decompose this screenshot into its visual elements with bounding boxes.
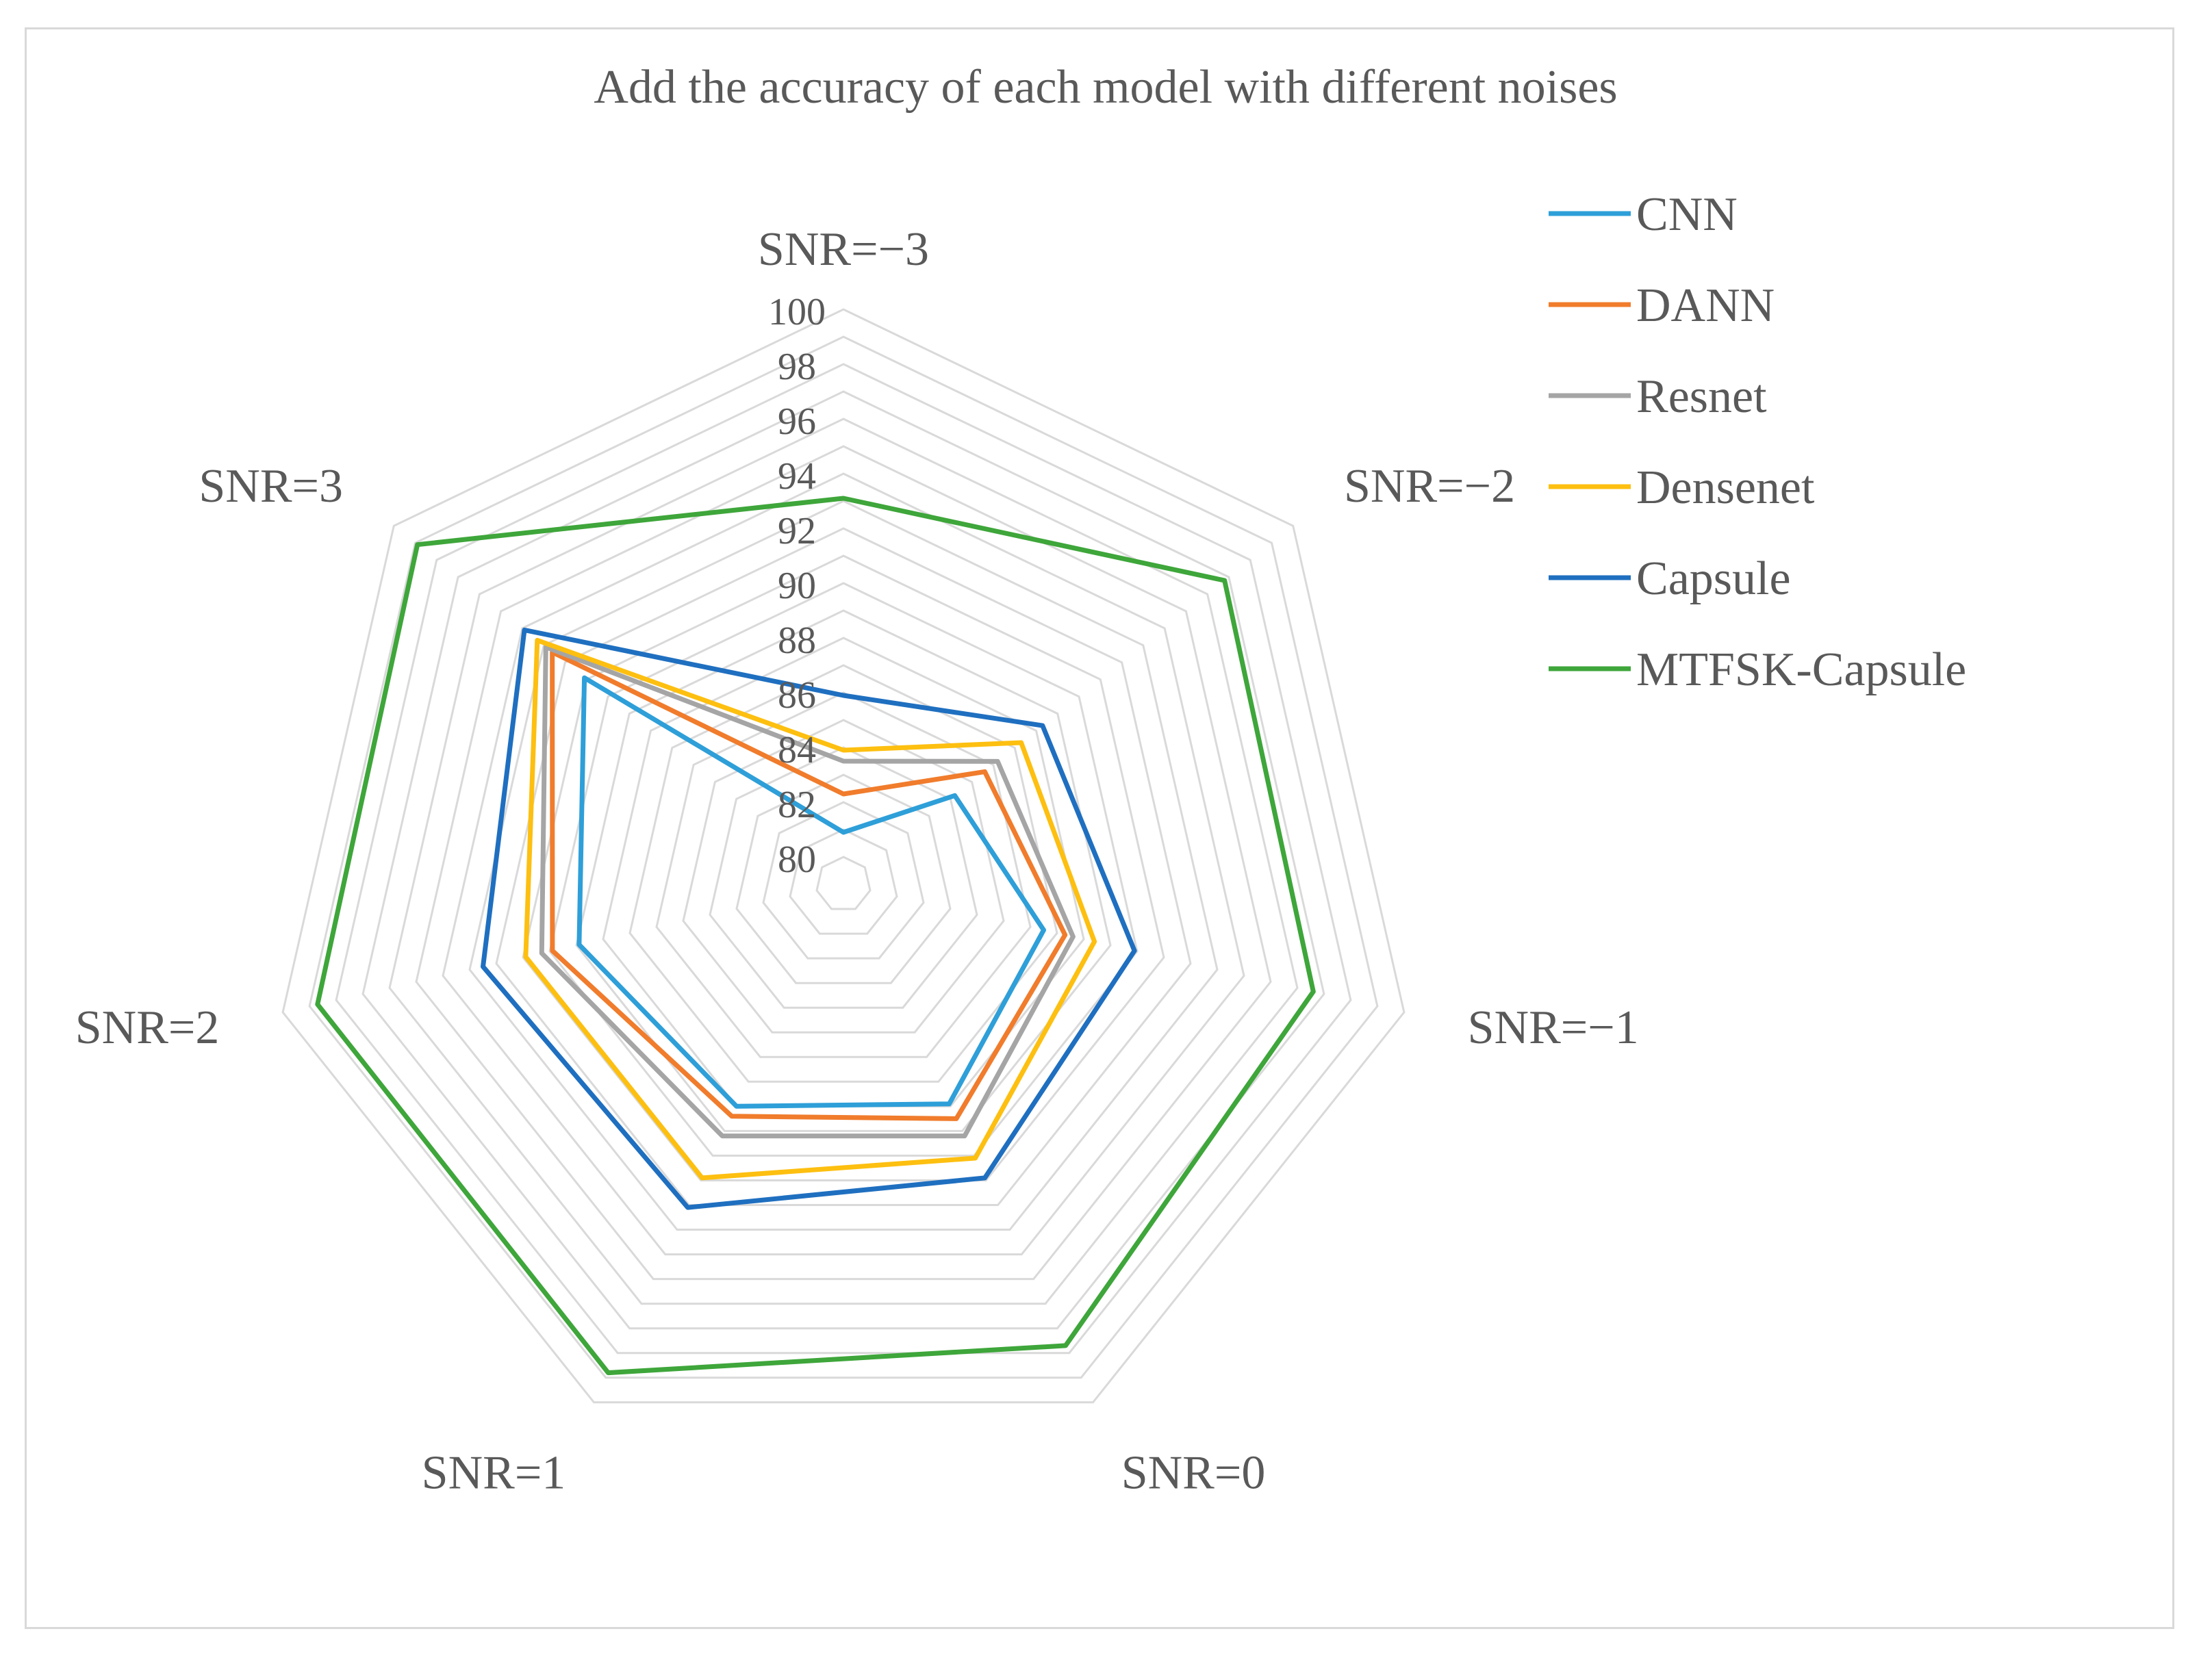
- category-label: SNR=0: [1121, 1446, 1266, 1499]
- chart-frame: [25, 27, 2174, 1629]
- legend-label: MTFSK-Capsule: [1636, 643, 1966, 696]
- grid-ring: [281, 308, 1406, 1404]
- grid-ring: [628, 664, 1058, 1083]
- grid-ring: [522, 554, 1165, 1181]
- tick-label: 94: [778, 455, 816, 498]
- legend-label: Capsule: [1636, 552, 1791, 605]
- grid-ring: [655, 691, 1032, 1058]
- grid-ring: [602, 637, 1085, 1107]
- tick-label: 90: [778, 565, 816, 607]
- category-label: SNR=1: [422, 1446, 566, 1499]
- grid-ring: [762, 801, 925, 960]
- series-dann: [550, 650, 1068, 1121]
- category-label: SNR=−1: [1468, 1001, 1639, 1054]
- tick-label: 86: [778, 674, 816, 717]
- category-label: SNR=3: [199, 460, 343, 513]
- grid-ring: [442, 472, 1245, 1256]
- series-densenet: [523, 637, 1097, 1181]
- series-mtfsk-capsule: [315, 496, 1316, 1376]
- grid-ring: [548, 582, 1139, 1157]
- category-label: SNR=−3: [758, 223, 929, 276]
- tick-label: 98: [778, 346, 816, 388]
- legend-label: CNN: [1636, 188, 1738, 241]
- chart-title: Add the accuracy of each model with diff…: [594, 61, 1617, 114]
- radar-grid: [281, 308, 1406, 1404]
- legend-label: Resnet: [1636, 370, 1767, 423]
- tick-label: 88: [778, 619, 816, 662]
- category-label: SNR=−2: [1344, 460, 1515, 513]
- grid-ring: [361, 390, 1325, 1330]
- grid-ring: [308, 335, 1379, 1379]
- tick-label: 100: [768, 291, 826, 333]
- category-labels: SNR=−3 SNR=−2 SNR=−1 SNR=0 SNR=1 SNR=2 SNR=3: [75, 223, 1639, 1499]
- grid-ring: [682, 719, 1005, 1034]
- tick-label: 92: [778, 510, 816, 552]
- series-resnet: [539, 644, 1076, 1139]
- grid-ring: [335, 363, 1352, 1355]
- tick-label: 96: [778, 400, 816, 443]
- tick-label: 82: [778, 784, 816, 826]
- grid-ring: [735, 773, 952, 984]
- grid-ring: [789, 828, 898, 935]
- tick-label: 84: [778, 729, 816, 771]
- grid-ring: [415, 445, 1272, 1281]
- series-layer: [315, 496, 1316, 1376]
- legend-label: DANN: [1636, 279, 1775, 332]
- tick-label: 80: [778, 838, 816, 881]
- grid-ring: [468, 500, 1219, 1231]
- legend: CNN DANN Resnet Densenet Capsule MTFSK-Capsul…: [1549, 188, 1966, 696]
- grid-ring: [709, 746, 978, 1009]
- legend-label: Densenet: [1636, 461, 1815, 514]
- category-label: SNR=2: [75, 1001, 220, 1054]
- grid-ring: [388, 418, 1299, 1305]
- series-cnn: [576, 675, 1046, 1109]
- grid-ring: [575, 609, 1112, 1132]
- tick-labels: 80 82 84 86 88 90 92 94 96 98 100: [768, 291, 826, 881]
- series-capsule: [481, 627, 1137, 1210]
- grid-ring: [815, 856, 872, 910]
